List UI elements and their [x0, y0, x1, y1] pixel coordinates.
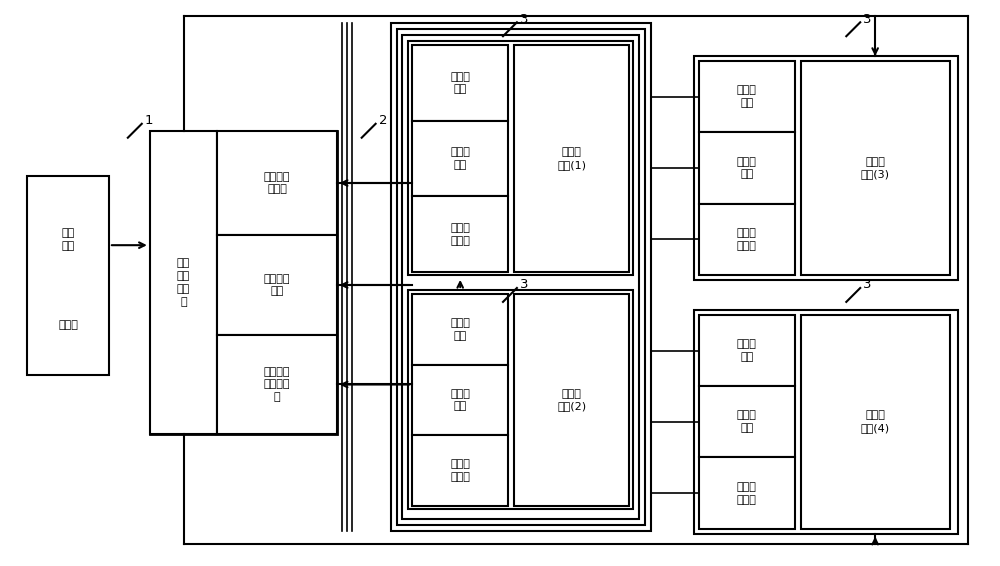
Bar — [397, 29, 645, 525]
Text: 线位移
传感器: 线位移 传感器 — [737, 228, 757, 251]
Text: 3: 3 — [520, 13, 528, 26]
Bar — [694, 56, 958, 280]
Text: 机电作
动器(2): 机电作 动器(2) — [557, 388, 586, 411]
Text: 相电流采
样器: 相电流采 样器 — [264, 273, 290, 297]
Bar — [699, 132, 795, 204]
Text: 上位机: 上位机 — [58, 320, 78, 330]
Text: 线位移
传感器: 线位移 传感器 — [450, 459, 470, 482]
Bar — [408, 41, 633, 275]
Bar — [217, 235, 337, 335]
Bar — [514, 294, 629, 506]
Text: 转子角度
解算器: 转子角度 解算器 — [264, 171, 290, 194]
Bar — [514, 45, 629, 272]
Bar — [391, 23, 651, 531]
Text: 旋转变
压器: 旋转变 压器 — [737, 85, 757, 108]
Bar — [402, 35, 639, 519]
Text: 电流传
感器: 电流传 感器 — [737, 410, 757, 433]
Text: 机电作
动器(3): 机电作 动器(3) — [861, 157, 890, 179]
Bar — [699, 315, 795, 386]
Text: 电流传
感器: 电流传 感器 — [450, 388, 470, 411]
Text: 伺服
控制
驱动
器: 伺服 控制 驱动 器 — [177, 258, 190, 307]
Text: 执行机构
位置解算
器: 执行机构 位置解算 器 — [264, 367, 290, 402]
Bar — [412, 294, 508, 365]
Bar — [217, 131, 337, 235]
Text: 电流传
感器: 电流传 感器 — [737, 157, 757, 179]
Text: 2: 2 — [379, 114, 387, 127]
Bar — [699, 457, 795, 529]
Bar — [412, 121, 508, 196]
Text: 机电作
动器(1): 机电作 动器(1) — [557, 147, 586, 170]
Bar — [412, 45, 508, 121]
Bar — [412, 196, 508, 272]
Bar — [694, 310, 958, 534]
Bar — [801, 61, 950, 275]
Bar — [699, 386, 795, 457]
Text: 3: 3 — [863, 278, 872, 291]
Text: 电流传
感器: 电流传 感器 — [450, 147, 470, 170]
Bar — [801, 315, 950, 529]
Text: 3: 3 — [863, 13, 872, 26]
Text: 1: 1 — [145, 114, 153, 127]
Text: 控制
指令: 控制 指令 — [62, 228, 75, 251]
Text: 线位移
传感器: 线位移 传感器 — [450, 223, 470, 246]
Text: 旋转变
压器: 旋转变 压器 — [450, 71, 470, 95]
Bar — [412, 365, 508, 435]
Bar — [699, 204, 795, 275]
Bar — [408, 290, 633, 509]
Text: 旋转变
压器: 旋转变 压器 — [450, 318, 470, 341]
Bar — [217, 335, 337, 434]
Text: 3: 3 — [520, 278, 528, 291]
Bar — [27, 175, 109, 375]
Text: 旋转变
压器: 旋转变 压器 — [737, 339, 757, 362]
Bar — [412, 435, 508, 506]
Bar — [699, 61, 795, 132]
Bar — [150, 131, 337, 434]
Text: 线位移
传感器: 线位移 传感器 — [737, 482, 757, 504]
Bar — [150, 131, 217, 434]
Text: 机电作
动器(4): 机电作 动器(4) — [861, 410, 890, 433]
